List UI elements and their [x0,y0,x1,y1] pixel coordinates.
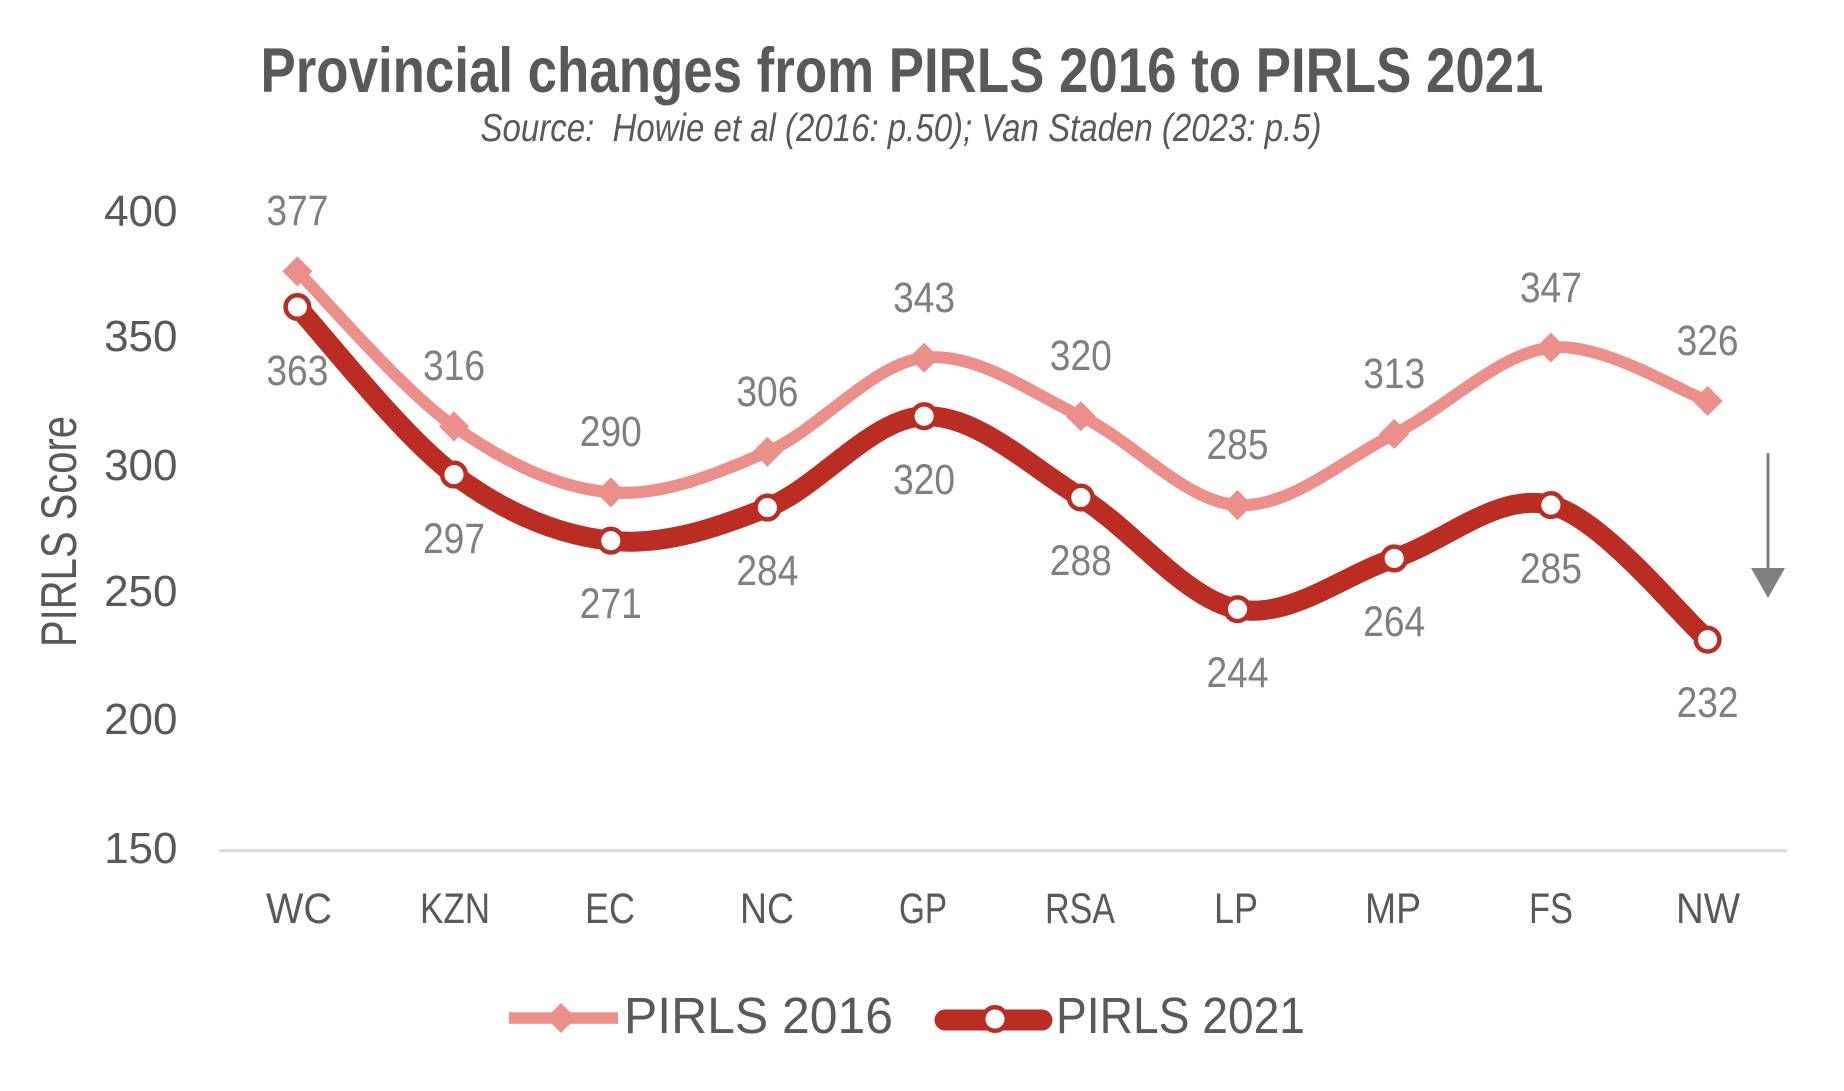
svg-text:313: 313 [1363,350,1425,398]
svg-text:NW: NW [1676,885,1740,933]
svg-text:350: 350 [104,312,177,361]
svg-text:284: 284 [736,547,798,595]
svg-text:PIRLS Score: PIRLS Score [31,416,87,647]
svg-text:288: 288 [1050,537,1112,585]
svg-text:WC: WC [266,885,332,933]
svg-text:KZN: KZN [420,885,490,933]
svg-text:EC: EC [585,885,635,933]
svg-text:RSA: RSA [1045,885,1115,933]
svg-text:LP: LP [1214,885,1258,933]
svg-text:GP: GP [899,885,947,933]
svg-text:290: 290 [580,408,642,456]
svg-text:FS: FS [1529,885,1573,933]
svg-text:306: 306 [736,368,798,416]
svg-text:300: 300 [104,441,177,490]
svg-text:PIRLS 2016: PIRLS 2016 [624,987,893,1044]
svg-text:264: 264 [1363,598,1425,646]
svg-text:244: 244 [1207,649,1269,697]
svg-text:PIRLS 2021: PIRLS 2021 [1056,987,1305,1044]
svg-text:285: 285 [1207,421,1269,469]
svg-text:326: 326 [1677,317,1739,365]
svg-text:271: 271 [580,580,642,628]
svg-text:343: 343 [893,274,955,322]
svg-text:232: 232 [1677,679,1739,727]
svg-text:NC: NC [740,885,794,933]
svg-text:400: 400 [104,187,177,236]
svg-text:250: 250 [104,567,177,616]
svg-text:316: 316 [423,342,485,390]
svg-text:Provincial changes from PIRLS: Provincial changes from PIRLS 2016 to PI… [261,36,1544,106]
svg-text:Source: Howie et al (2016: p.: Source: Howie et al (2016: p.50); Van St… [481,107,1322,150]
svg-text:320: 320 [1050,332,1112,380]
svg-text:377: 377 [266,187,328,235]
svg-text:320: 320 [893,456,955,504]
svg-text:150: 150 [104,824,177,873]
svg-text:MP: MP [1365,885,1421,933]
svg-text:200: 200 [104,695,177,744]
svg-text:297: 297 [423,515,485,563]
svg-text:285: 285 [1520,545,1582,593]
svg-text:363: 363 [266,347,328,395]
svg-text:347: 347 [1520,264,1582,312]
